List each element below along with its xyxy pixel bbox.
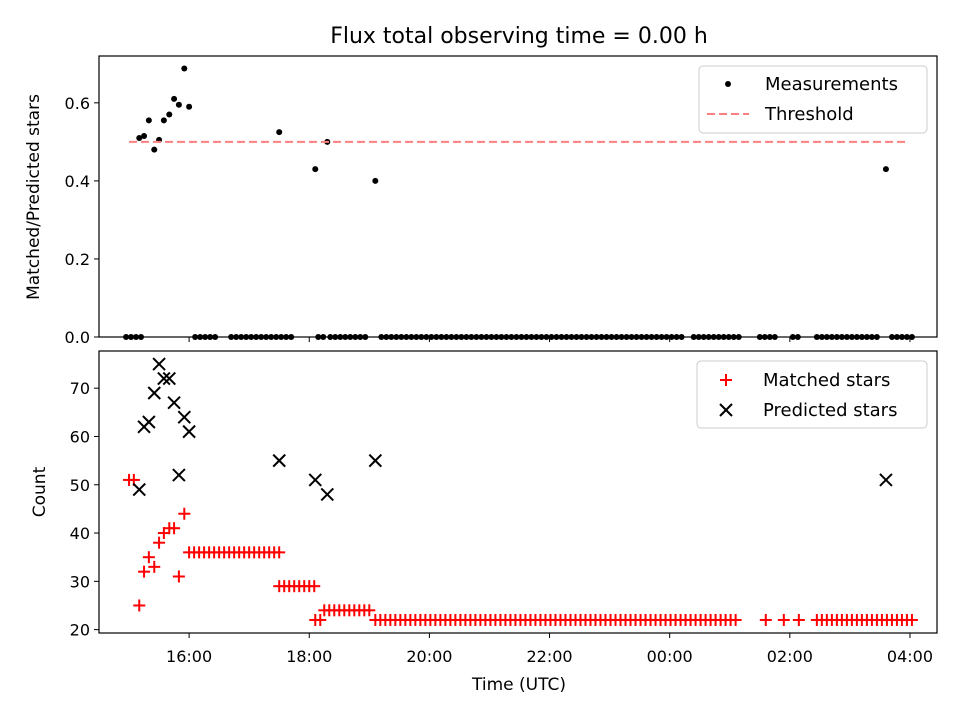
count-matched-stars-point xyxy=(273,546,286,559)
count-x-ticks: 16:00 18:00 20:00 22:00 00:00 02:00 04:00 xyxy=(166,633,933,666)
count-y-tick-label: 70 xyxy=(70,379,90,398)
x-tick-label: 22:00 xyxy=(526,647,572,666)
count-matched-stars-point xyxy=(777,613,790,626)
count-predicted-stars-point xyxy=(167,395,181,410)
x-tick-label: 20:00 xyxy=(406,647,452,666)
ratio-y-ticks: 0.0 0.2 0.4 0.6 xyxy=(65,94,99,347)
ratio-legend-box xyxy=(698,65,928,134)
ratio-y-tick-label: 0.6 xyxy=(65,94,90,113)
count-predicted-stars-point xyxy=(132,482,146,497)
count-predicted-stars-point xyxy=(142,415,156,429)
count-matched-stars-point xyxy=(172,570,185,583)
ratio-measurements-point xyxy=(171,95,178,102)
count-matched-stars-point xyxy=(314,613,327,626)
x-tick-label: 04:00 xyxy=(887,647,933,666)
count-marks xyxy=(123,357,918,626)
x-tick-label: 00:00 xyxy=(647,647,693,666)
ratio-measurements-point xyxy=(276,129,283,136)
ratio-y-axis-label: Matched/Predicted stars xyxy=(24,94,44,300)
ratio-measurements-point xyxy=(136,134,143,141)
x-tick-label: 16:00 xyxy=(166,647,212,666)
legend-predicted-marker xyxy=(719,403,733,417)
x-axis-label: Time (UTC) xyxy=(471,675,566,695)
count-matched-stars-point xyxy=(792,613,805,626)
ratio-measurements-point xyxy=(312,166,319,173)
count-matched-stars-point xyxy=(905,613,918,626)
x-tick-label: 18:00 xyxy=(286,647,332,666)
count-legend: Matched stars Predicted stars xyxy=(696,360,928,429)
count-legend-box xyxy=(696,360,928,429)
legend-measurements-marker xyxy=(725,81,731,87)
count-predicted-stars-point xyxy=(177,410,192,424)
count-predicted-stars-point xyxy=(147,386,161,400)
count-predicted-stars-point xyxy=(157,371,171,386)
legend-matched-label: Matched stars xyxy=(763,370,890,391)
count-predicted-stars-point xyxy=(368,453,383,468)
count-y-ticks: 20 30 40 50 60 70 xyxy=(70,379,99,640)
count-predicted-stars-point xyxy=(152,357,166,371)
count-y-tick-label: 20 xyxy=(70,621,90,640)
count-matched-stars-point xyxy=(138,565,151,578)
ratio-measurements-point xyxy=(175,101,182,108)
count-matched-stars-point xyxy=(168,522,181,535)
ratio-panel: Matched/Predicted stars 0.0 0.2 0.4 0.6 Mea… xyxy=(24,55,938,347)
count-matched-stars-point xyxy=(153,536,166,549)
ratio-measurements-point xyxy=(160,117,167,124)
count-matched-stars-point xyxy=(142,551,155,564)
count-matched-stars-point xyxy=(148,560,161,573)
count-predicted-stars-point xyxy=(182,424,196,439)
count-y-tick-label: 50 xyxy=(70,476,90,495)
chart-title: Flux total observing time = 0.00 h xyxy=(330,24,708,49)
ratio-measurements-point xyxy=(186,103,193,110)
ratio-y-tick-label: 0.0 xyxy=(65,328,90,347)
count-predicted-stars-point xyxy=(172,468,186,482)
count-y-axis-label: Count xyxy=(30,466,50,517)
count-predicted-stars-point xyxy=(308,473,322,487)
ratio-y-tick-label: 0.4 xyxy=(65,172,90,191)
count-matched-stars-point xyxy=(363,604,376,617)
ratio-y-tick-label: 0.2 xyxy=(65,250,90,269)
count-matched-stars-point xyxy=(759,613,772,626)
ratio-measurements-point xyxy=(372,177,379,184)
ratio-measurements-point xyxy=(882,166,889,173)
count-matched-stars-point xyxy=(308,580,321,593)
ratio-measurements-point xyxy=(151,146,158,153)
ratio-plot-frame xyxy=(98,55,938,338)
legend-predicted-label: Predicted stars xyxy=(763,400,897,421)
count-matched-stars-point xyxy=(729,613,742,626)
count-predicted-stars-point xyxy=(272,453,286,468)
ratio-measurements-point xyxy=(181,65,188,72)
ratio-legend: Measurements Threshold xyxy=(698,65,928,134)
ratio-measurements-point xyxy=(166,111,173,118)
count-matched-stars-point xyxy=(178,507,191,520)
count-predicted-stars-point xyxy=(320,487,334,502)
ratio-measurements-point xyxy=(141,133,148,140)
count-predicted-stars-point xyxy=(162,371,176,386)
count-y-tick-label: 60 xyxy=(70,427,90,446)
count-y-tick-label: 30 xyxy=(70,572,90,591)
legend-measurements-label: Measurements xyxy=(765,74,898,95)
count-panel: Count 20 30 40 50 60 70 16:00 18:00 20:00 22:00 0… xyxy=(30,350,938,666)
count-predicted-stars-point xyxy=(879,473,893,487)
ratio-measurements-point xyxy=(145,117,152,124)
legend-matched-marker xyxy=(720,374,732,386)
count-matched-stars-point xyxy=(133,599,146,612)
count-y-tick-label: 40 xyxy=(70,524,90,543)
count-plot-frame xyxy=(98,350,938,634)
x-tick-label: 02:00 xyxy=(767,647,813,666)
legend-threshold-label: Threshold xyxy=(764,104,854,125)
